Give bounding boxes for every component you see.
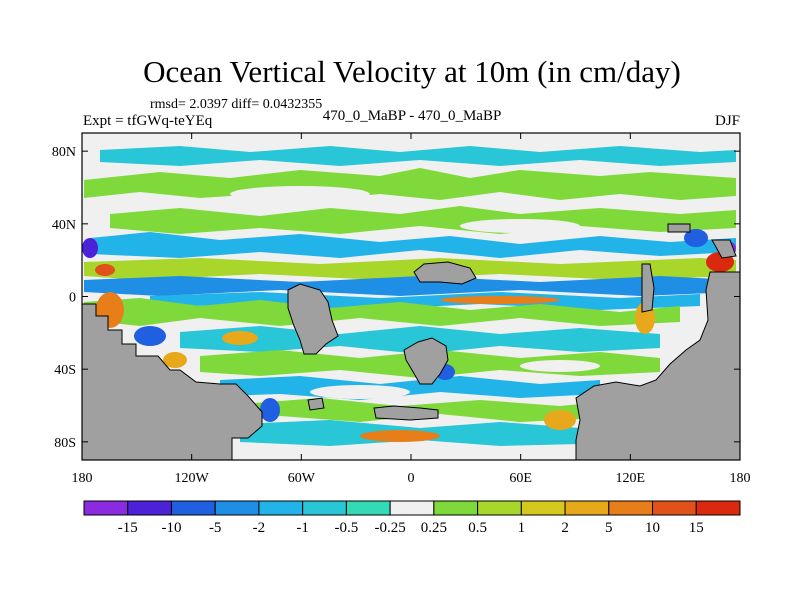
colorbar-swatch xyxy=(564,500,610,516)
colorbar-label: 15 xyxy=(689,520,704,536)
colorbar-label: 2 xyxy=(561,520,569,536)
x-tick-label: 180 xyxy=(72,471,93,486)
velocity-patch xyxy=(163,352,187,368)
colorbar-label: 0.25 xyxy=(421,520,447,536)
land-mass xyxy=(82,303,263,460)
colorbar-swatch xyxy=(302,500,347,516)
map-area xyxy=(82,133,740,460)
x-tick-label: 60E xyxy=(509,471,532,486)
land-mass xyxy=(307,397,325,411)
velocity-patch xyxy=(440,296,560,304)
colorbar-label: -5 xyxy=(209,520,222,536)
land-masses xyxy=(82,223,740,460)
y-tick-label: 80S xyxy=(54,436,76,451)
colorbar-label: -0.5 xyxy=(335,520,359,536)
velocity-patch xyxy=(95,264,115,276)
colorbar-swatch xyxy=(520,500,566,516)
colorbar-label: 5 xyxy=(605,520,613,536)
velocity-band xyxy=(84,276,736,296)
x-tick-label: 60W xyxy=(288,471,316,486)
velocity-patch xyxy=(544,410,576,430)
land-mass xyxy=(373,405,439,421)
y-axis: 80N 40N 0 40S 80S xyxy=(52,145,740,451)
colorbar-swatch xyxy=(214,500,260,516)
y-tick-label: 40S xyxy=(54,363,76,378)
velocity-band xyxy=(90,232,736,258)
x-tick-label: 120W xyxy=(175,471,210,486)
near-zero-region xyxy=(460,219,580,233)
colorbar-swatch xyxy=(83,500,129,516)
velocity-patch xyxy=(134,326,166,346)
land-mass xyxy=(413,261,477,285)
colorbar-swatch xyxy=(608,500,654,516)
land-mass xyxy=(287,283,339,355)
near-zero-region xyxy=(310,385,410,399)
colorbar-swatch xyxy=(389,500,435,516)
colorbar-label: 10 xyxy=(645,520,660,536)
colorbar-label: 0.5 xyxy=(468,520,487,536)
y-tick-label: 0 xyxy=(69,291,76,306)
colorbar-label: -15 xyxy=(118,520,138,536)
colorbar-label: 1 xyxy=(518,520,526,536)
colorbar-label: -10 xyxy=(161,520,181,536)
x-tick-label: 0 xyxy=(408,471,415,486)
colorbar-label: -2 xyxy=(253,520,266,536)
velocity-band xyxy=(110,206,736,234)
land-mass xyxy=(711,239,737,259)
near-zero-region xyxy=(230,186,370,202)
experiment-label: Expt = tfGWq-teYEq xyxy=(83,113,213,129)
colorbar-swatch xyxy=(433,500,479,516)
velocity-field xyxy=(82,146,736,446)
velocity-patch xyxy=(360,430,440,442)
colorbar-swatch xyxy=(127,500,172,516)
velocity-patch xyxy=(260,398,280,422)
colorbar-swatch xyxy=(258,500,304,516)
x-axis: 180 120W 60W 0 60E 120E 180 xyxy=(72,133,751,486)
velocity-patch xyxy=(82,238,98,258)
land-mass xyxy=(667,223,691,233)
stats-line: rmsd= 2.0397 diff= 0.0432355 xyxy=(150,97,322,112)
colorbar-swatch xyxy=(652,500,697,516)
land-mass xyxy=(403,337,449,385)
velocity-band xyxy=(84,258,736,280)
velocity-patch xyxy=(222,331,258,345)
colorbar-swatch xyxy=(477,500,522,516)
velocity-band xyxy=(100,146,736,166)
x-tick-label: 180 xyxy=(730,471,751,486)
comparison-label: 470_0_MaBP - 470_0_MaBP xyxy=(323,108,502,124)
land-mass xyxy=(575,271,740,460)
season-label: DJF xyxy=(715,113,740,129)
velocity-band xyxy=(84,298,680,326)
near-zero-region xyxy=(520,360,600,372)
colorbar-swatch xyxy=(345,500,391,516)
y-tick-label: 80N xyxy=(52,145,76,160)
x-tick-label: 120E xyxy=(616,471,646,486)
colorbar-swatch xyxy=(695,500,741,516)
chart-title: Ocean Vertical Velocity at 10m (in cm/da… xyxy=(143,54,681,89)
y-tick-label: 40N xyxy=(52,218,76,233)
colorbar: -15 -10 -5 -2 -1 -0.5 -0.25 0.25 0.5 1 2 5 10 15 xyxy=(83,500,741,536)
colorbar-label: -0.25 xyxy=(375,520,406,536)
colorbar-swatch xyxy=(170,500,216,516)
colorbar-label: -1 xyxy=(296,520,309,536)
velocity-patch xyxy=(684,229,708,247)
land-mass xyxy=(641,263,655,313)
